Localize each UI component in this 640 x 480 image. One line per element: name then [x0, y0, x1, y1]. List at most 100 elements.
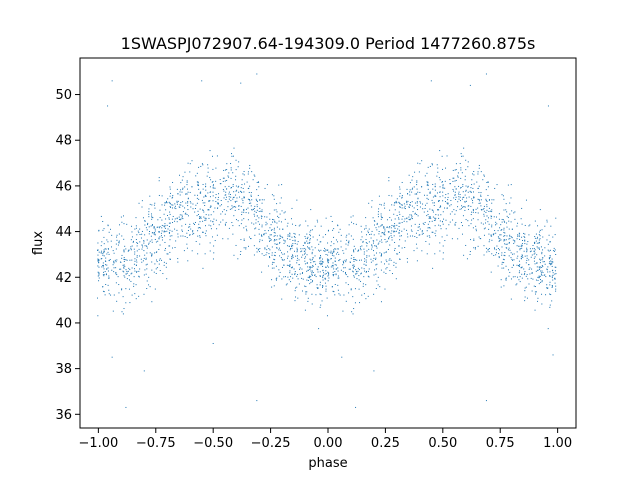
data-point — [537, 279, 539, 281]
data-point — [503, 209, 505, 211]
data-point — [534, 309, 536, 311]
data-point — [100, 250, 102, 252]
data-point — [348, 224, 350, 226]
data-point — [385, 241, 387, 243]
data-point — [160, 232, 162, 234]
data-point — [276, 203, 278, 205]
data-point — [151, 241, 153, 243]
data-point — [177, 233, 179, 235]
data-point — [182, 188, 184, 190]
data-point — [133, 263, 135, 265]
data-point — [270, 229, 272, 231]
data-point — [439, 150, 441, 152]
data-point — [235, 194, 237, 196]
data-point — [307, 279, 309, 281]
data-point — [423, 194, 425, 196]
data-point — [501, 267, 503, 269]
data-point — [279, 235, 281, 237]
data-point — [462, 155, 464, 157]
data-point — [304, 263, 306, 265]
data-point — [156, 267, 158, 269]
data-point — [518, 260, 520, 262]
data-point — [224, 213, 226, 215]
data-point — [352, 266, 354, 268]
data-point — [192, 203, 194, 205]
data-point — [319, 275, 321, 277]
data-point — [424, 175, 426, 177]
data-point — [304, 253, 306, 255]
data-point — [219, 179, 221, 181]
data-point — [421, 230, 423, 232]
data-point — [210, 228, 212, 230]
data-point — [278, 217, 280, 219]
data-point — [403, 203, 405, 205]
data-point — [342, 250, 344, 252]
data-point — [541, 229, 543, 231]
data-point — [146, 280, 148, 282]
data-point — [209, 186, 211, 188]
data-point — [414, 171, 416, 173]
data-point — [459, 208, 461, 210]
data-point — [97, 242, 99, 244]
data-point — [201, 199, 203, 201]
data-point — [417, 230, 419, 232]
data-point — [197, 210, 199, 212]
data-point — [232, 206, 234, 208]
data-point — [480, 238, 482, 240]
data-point — [201, 80, 203, 82]
data-point — [222, 177, 224, 179]
data-point — [384, 233, 386, 235]
data-point — [546, 268, 548, 270]
data-point — [130, 248, 132, 250]
data-point — [503, 198, 505, 200]
data-point — [517, 255, 519, 257]
data-point — [171, 247, 173, 249]
data-point — [212, 155, 214, 157]
data-point — [103, 251, 105, 253]
data-point — [327, 275, 329, 277]
data-point — [289, 232, 291, 234]
data-point — [508, 241, 510, 243]
data-point — [525, 286, 527, 288]
data-point — [549, 275, 551, 277]
data-point — [121, 257, 123, 259]
data-point — [385, 259, 387, 261]
data-point — [457, 201, 459, 203]
data-point — [134, 228, 136, 230]
data-point — [548, 263, 550, 265]
data-point — [540, 272, 542, 274]
data-point — [332, 264, 334, 266]
data-point — [426, 202, 428, 204]
data-point — [106, 253, 108, 255]
data-point — [136, 261, 138, 263]
data-point — [455, 196, 457, 198]
data-point — [375, 257, 377, 259]
data-point — [410, 225, 412, 227]
data-point — [485, 189, 487, 191]
data-point — [333, 251, 335, 253]
data-point — [144, 224, 146, 226]
data-point — [286, 283, 288, 285]
data-point — [362, 283, 364, 285]
data-point — [200, 165, 202, 167]
data-point — [126, 270, 128, 272]
data-point — [523, 235, 525, 237]
data-point — [235, 169, 237, 171]
data-point — [354, 302, 356, 304]
data-point — [118, 233, 120, 235]
data-point — [535, 240, 537, 242]
data-point — [374, 224, 376, 226]
data-point — [297, 297, 299, 299]
data-point — [437, 167, 439, 169]
data-point — [546, 287, 548, 289]
data-point — [215, 180, 217, 182]
data-point — [169, 206, 171, 208]
data-point — [236, 197, 238, 199]
data-point — [302, 278, 304, 280]
data-point — [506, 226, 508, 228]
data-point — [240, 82, 242, 84]
data-point — [142, 217, 144, 219]
data-point — [109, 258, 111, 260]
data-point — [159, 270, 161, 272]
data-point — [210, 206, 212, 208]
